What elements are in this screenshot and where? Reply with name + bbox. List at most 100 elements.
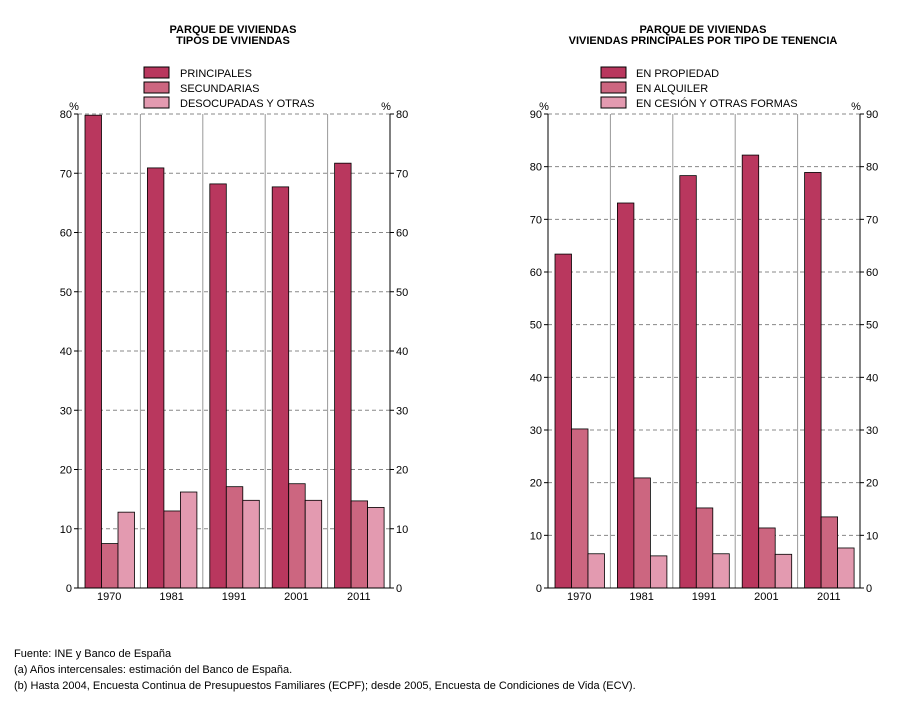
chart2-x-tick-2011: 2011 bbox=[817, 591, 841, 603]
chart2-y-tick-right-90: 90 bbox=[866, 109, 878, 121]
chart2-y-tick-right-30: 30 bbox=[866, 425, 878, 437]
chart1-y-tick-right-30: 30 bbox=[396, 405, 408, 417]
chart1-y-tick-left-10: 10 bbox=[60, 524, 72, 536]
chart2-legend-label-1: EN PROPIEDAD bbox=[636, 68, 719, 80]
chart2-y-tick-left-0: 0 bbox=[536, 583, 542, 595]
note-b: (b) Hasta 2004, Encuesta Continua de Pre… bbox=[14, 680, 636, 692]
chart2-y-tick-right-80: 80 bbox=[866, 162, 878, 174]
chart2-bar-1991-series-2 bbox=[695, 507, 714, 589]
chart2-y-tick-left-40: 40 bbox=[530, 372, 542, 384]
chart1-legend-label-2: SECUNDARIAS bbox=[180, 83, 259, 95]
chart1-bar-1970-series-2 bbox=[101, 543, 119, 589]
chart1-legend-swatch-3 bbox=[143, 96, 170, 109]
chart2-bar-1981-series-2 bbox=[633, 477, 651, 589]
chart1-bar-1970-series-3 bbox=[117, 511, 135, 589]
chart1-unit-left: % bbox=[69, 101, 79, 113]
chart2-bar-1981-series-3 bbox=[650, 555, 668, 589]
chart1-legend-label-3: DESOCUPADAS Y OTRAS bbox=[180, 98, 314, 110]
chart2-x-tick-1991: 1991 bbox=[692, 591, 716, 603]
chart1-bar-1981-series-1 bbox=[146, 167, 165, 589]
chart1-y-tick-left-60: 60 bbox=[60, 228, 72, 240]
chart1-y-tick-left-70: 70 bbox=[60, 168, 72, 180]
chart1-bar-2001-series-3 bbox=[304, 499, 323, 589]
chart2-title-line-1: PARQUE DE VIVIENDAS bbox=[640, 24, 767, 36]
chart1-y-tick-right-60: 60 bbox=[396, 228, 408, 240]
chart2-x-tick-1970: 1970 bbox=[567, 591, 591, 603]
chart1-x-tick-1981: 1981 bbox=[159, 591, 183, 603]
chart1-title-line-1: PARQUE DE VIVIENDAS bbox=[170, 24, 297, 36]
chart1-y-tick-left-0: 0 bbox=[66, 583, 72, 595]
chart2-x-tick-1981: 1981 bbox=[629, 591, 653, 603]
chart2-legend-swatch-2 bbox=[600, 81, 627, 94]
chart2-y-tick-right-60: 60 bbox=[866, 267, 878, 279]
chart1-y-tick-right-0: 0 bbox=[396, 583, 402, 595]
chart2-bar-2011-series-1 bbox=[804, 172, 822, 589]
chart1-x-tick-1970: 1970 bbox=[97, 591, 121, 603]
chart2-y-tick-left-60: 60 bbox=[530, 267, 542, 279]
chart1-bar-2011-series-2 bbox=[350, 500, 369, 589]
chart2-y-tick-right-0: 0 bbox=[866, 583, 872, 595]
chart1-y-tick-right-10: 10 bbox=[396, 524, 408, 536]
chart1-y-tick-right-40: 40 bbox=[396, 346, 408, 358]
chart2-unit-left: % bbox=[539, 101, 549, 113]
chart2-bar-2001-series-1 bbox=[741, 154, 760, 589]
chart2-bar-1970-series-2 bbox=[571, 428, 589, 589]
chart2-title-line-2: VIVIENDAS PRINCIPALES POR TIPO DE TENENC… bbox=[569, 35, 838, 47]
chart2-y-tick-right-10: 10 bbox=[866, 530, 878, 542]
chart2-bar-1970-series-1 bbox=[554, 253, 572, 589]
chart2-legend-swatch-3 bbox=[600, 96, 627, 109]
chart1-y-tick-left-30: 30 bbox=[60, 405, 72, 417]
chart1-bar-1970-series-1 bbox=[84, 114, 102, 589]
chart2-y-tick-left-90: 90 bbox=[530, 109, 542, 121]
note-a: (a) Años intercensales: estimación del B… bbox=[14, 664, 293, 676]
chart1-y-tick-left-20: 20 bbox=[60, 465, 72, 477]
chart2-y-tick-left-70: 70 bbox=[530, 214, 542, 226]
chart1-bar-1991-series-2 bbox=[225, 486, 244, 589]
chart1-bar-1991-series-3 bbox=[242, 499, 260, 589]
chart2-y-tick-right-20: 20 bbox=[866, 478, 878, 490]
chart1-legend-swatch-2 bbox=[143, 81, 170, 94]
chart2-bar-1981-series-1 bbox=[617, 202, 635, 589]
chart1-legend-label-1: PRINCIPALES bbox=[180, 68, 252, 80]
chart1-bar-1981-series-2 bbox=[163, 510, 181, 589]
chart1-x-tick-2011: 2011 bbox=[347, 591, 371, 603]
chart2-y-tick-right-50: 50 bbox=[866, 320, 878, 332]
chart2-y-tick-left-30: 30 bbox=[530, 425, 542, 437]
chart2-bar-1970-series-3 bbox=[587, 553, 605, 589]
chart1-y-tick-left-40: 40 bbox=[60, 346, 72, 358]
chart2-x-tick-2001: 2001 bbox=[754, 591, 778, 603]
chart2-bar-2011-series-2 bbox=[820, 516, 838, 589]
chart1-y-tick-right-20: 20 bbox=[396, 465, 408, 477]
chart1-y-tick-right-80: 80 bbox=[396, 109, 408, 121]
chart1-bar-2001-series-2 bbox=[288, 483, 306, 589]
chart2-y-tick-left-20: 20 bbox=[530, 478, 542, 490]
footer-notes: Fuente: INE y Banco de España (a) Años i… bbox=[14, 646, 636, 694]
source-note: Fuente: INE y Banco de España bbox=[14, 648, 172, 660]
chart1-y-tick-left-80: 80 bbox=[60, 109, 72, 121]
chart2-bar-1991-series-1 bbox=[679, 175, 697, 589]
chart2-legend-label-2: EN ALQUILER bbox=[636, 83, 708, 95]
chart1-bar-2011-series-1 bbox=[334, 162, 352, 589]
chart2-bar-1991-series-3 bbox=[712, 553, 730, 589]
chart2-y-tick-right-70: 70 bbox=[866, 214, 878, 226]
chart1-bar-1981-series-3 bbox=[179, 491, 198, 589]
chart1-y-tick-left-50: 50 bbox=[60, 287, 72, 299]
chart1-title-line-2: TIPOS DE VIVIENDAS bbox=[176, 35, 290, 47]
chart1-bar-1991-series-1 bbox=[209, 183, 227, 589]
chart1-x-tick-2001: 2001 bbox=[284, 591, 308, 603]
chart1-bar-2001-series-1 bbox=[271, 186, 290, 589]
chart2-y-tick-left-10: 10 bbox=[530, 530, 542, 542]
chart2-unit-right: % bbox=[851, 101, 861, 113]
chart2-bar-2001-series-2 bbox=[758, 527, 776, 589]
chart2-bar-2011-series-3 bbox=[837, 547, 855, 589]
chart2-y-tick-left-50: 50 bbox=[530, 320, 542, 332]
chart1-legend-swatch-1 bbox=[143, 66, 170, 79]
chart1-bar-2011-series-3 bbox=[367, 507, 385, 589]
chart1-y-tick-right-70: 70 bbox=[396, 168, 408, 180]
chart1-unit-right: % bbox=[381, 101, 391, 113]
chart1-y-tick-right-50: 50 bbox=[396, 287, 408, 299]
chart2-bar-2001-series-3 bbox=[774, 553, 793, 589]
chart2-y-tick-left-80: 80 bbox=[530, 162, 542, 174]
chart2-y-tick-right-40: 40 bbox=[866, 372, 878, 384]
